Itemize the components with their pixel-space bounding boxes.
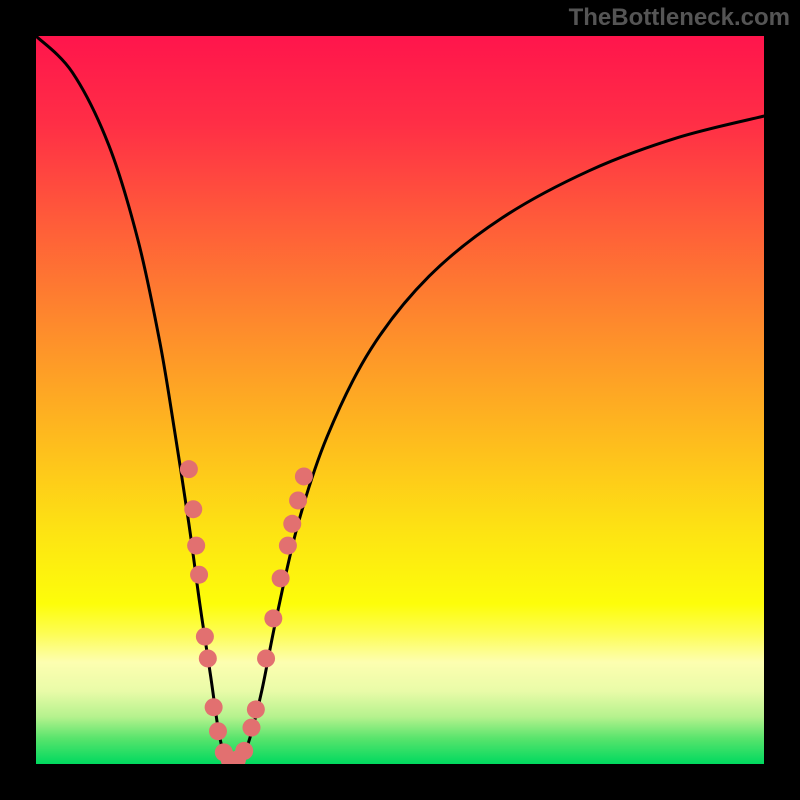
chart-svg — [36, 36, 764, 764]
data-marker — [264, 609, 282, 627]
data-marker — [205, 698, 223, 716]
data-marker — [242, 719, 260, 737]
data-marker — [209, 722, 227, 740]
watermark-text: TheBottleneck.com — [569, 4, 790, 32]
plot-area — [36, 36, 764, 764]
data-marker — [295, 467, 313, 485]
data-marker — [257, 649, 275, 667]
data-marker — [272, 569, 290, 587]
data-marker — [180, 460, 198, 478]
data-marker — [289, 491, 307, 509]
data-marker — [184, 500, 202, 518]
data-marker — [199, 649, 217, 667]
data-marker — [247, 700, 265, 718]
data-marker — [187, 537, 205, 555]
data-marker — [235, 742, 253, 760]
data-marker — [190, 566, 208, 584]
data-marker — [196, 628, 214, 646]
data-marker — [283, 515, 301, 533]
data-marker — [279, 537, 297, 555]
